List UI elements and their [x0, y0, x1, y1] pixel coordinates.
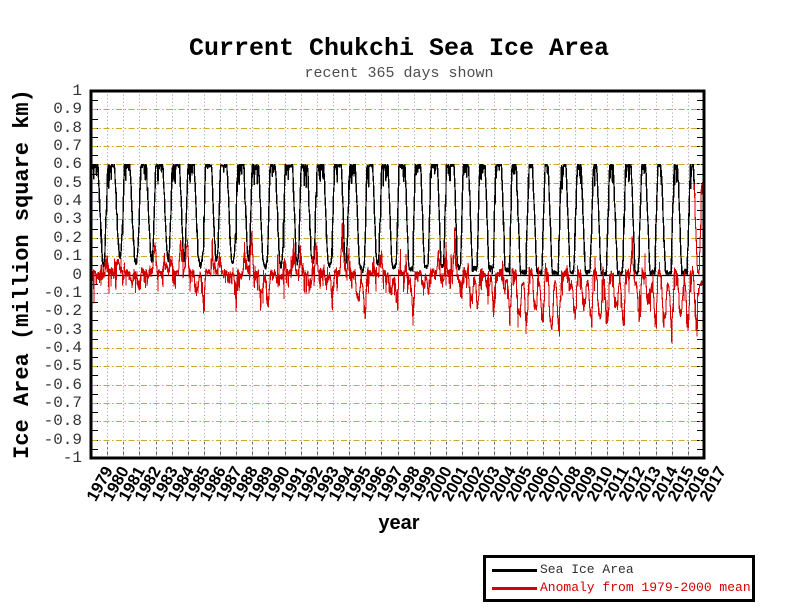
legend: Sea Ice Area Anomaly from 1979-2000 mean	[483, 555, 755, 602]
legend-line-sample-anomaly	[492, 587, 537, 590]
legend-entry-anomaly: Anomaly from 1979-2000 mean	[486, 579, 752, 598]
y-tick-label: 0.3	[53, 210, 82, 229]
y-tick-label: -0.7	[43, 393, 82, 412]
legend-label-anomaly: Anomaly from 1979-2000 mean	[540, 580, 751, 595]
series-recent-365-days	[693, 181, 705, 275]
y-tick-label: -0.8	[43, 412, 82, 431]
y-tick-label: 0.6	[53, 155, 82, 174]
y-tick-label: -0.4	[43, 338, 82, 357]
y-tick-label: 0.2	[53, 228, 82, 247]
y-tick-label: -0.3	[43, 320, 82, 339]
legend-line-sample-sea-ice-area	[492, 569, 537, 572]
y-tick-label: -0.9	[43, 430, 82, 449]
y-tick-label: -0.2	[43, 302, 82, 321]
y-tick-label: 0	[72, 265, 82, 284]
chart-title: Current Chukchi Sea Ice Area	[188, 34, 610, 63]
y-tick-label: -0.1	[43, 283, 82, 302]
legend-label-sea-ice-area: Sea Ice Area	[540, 562, 634, 577]
y-tick-label: 0.9	[53, 100, 82, 119]
y-tick-label: 0.5	[53, 173, 82, 192]
y-tick-label: -1	[62, 449, 82, 467]
y-tick-label: 1	[72, 82, 82, 100]
chart-subtitle: recent 365 days shown	[304, 65, 494, 82]
y-tick-label: 0.7	[53, 137, 82, 156]
y-tick-label: -0.5	[43, 357, 82, 376]
y-tick-label: -0.6	[43, 375, 82, 394]
series-sea-ice-area	[90, 163, 696, 275]
y-tick-label: 0.1	[53, 247, 82, 266]
plot-border	[89, 89, 706, 460]
series-anomaly	[90, 222, 705, 344]
x-axis-label: year	[378, 512, 420, 534]
y-tick-label: 0.4	[53, 192, 82, 211]
y-tick-label: 0.8	[53, 118, 82, 137]
legend-entry-sea-ice-area: Sea Ice Area	[486, 561, 752, 580]
